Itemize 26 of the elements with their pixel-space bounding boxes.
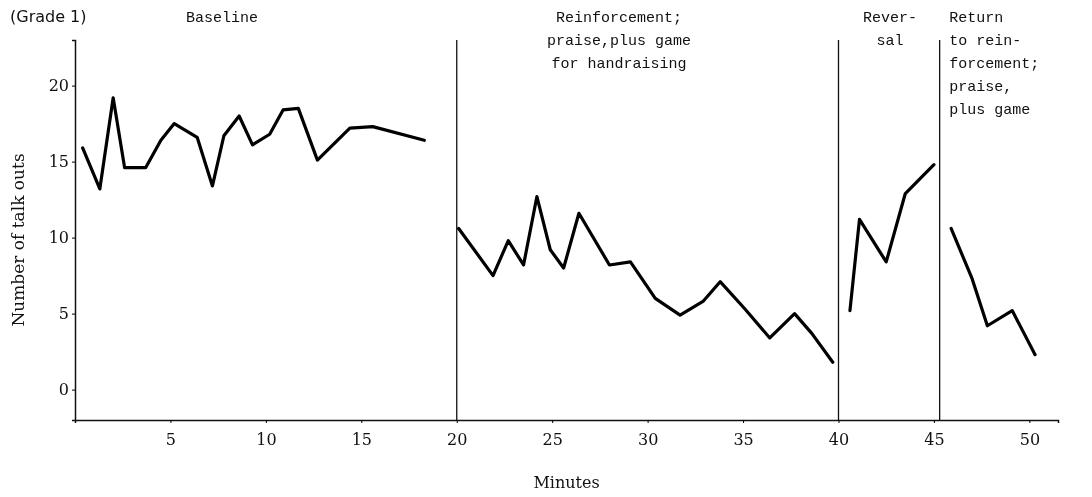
y-tick-label: 15 — [48, 152, 69, 172]
annotation: Return to rein- forcement; praise, plus game — [949, 10, 1040, 119]
line-series — [81, 96, 426, 191]
y-tick-label: 5 — [58, 304, 69, 324]
y-tick-label: 0 — [58, 380, 69, 400]
x-tick-label: 15 — [351, 430, 372, 450]
x-tick-label: 5 — [165, 430, 177, 450]
y-axis-title: Number of talk outs — [8, 153, 28, 327]
y-tick-label: 10 — [48, 228, 69, 248]
x-tick-label: 25 — [542, 430, 563, 450]
x-tick-label: 50 — [1019, 430, 1041, 450]
annotation: Reinforcement; praise,plus game for handraising — [546, 10, 692, 73]
line-series — [457, 194, 835, 364]
x-tick-label: 10 — [256, 430, 277, 450]
annotation: Rever- sal — [863, 10, 918, 50]
text: Baseline — [185, 10, 258, 27]
x-tick-label: 20 — [447, 430, 468, 450]
chart-title: (Grade 1) — [10, 7, 87, 26]
x-tick-label: 40 — [828, 430, 850, 450]
x-tick-label: 30 — [637, 430, 659, 450]
line-series — [949, 226, 1037, 357]
line-series — [848, 163, 936, 313]
x-axis-title: Minutes — [533, 473, 600, 492]
y-tick-label: 20 — [48, 76, 69, 96]
x-tick-label: 45 — [924, 430, 945, 450]
x-tick-label: 35 — [733, 430, 754, 450]
